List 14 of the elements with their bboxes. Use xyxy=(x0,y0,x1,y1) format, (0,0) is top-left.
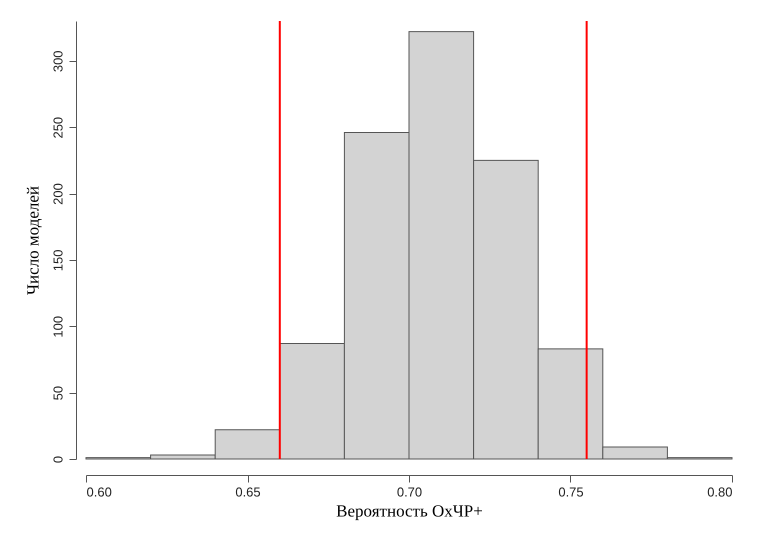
y-tick-label: 100 xyxy=(50,316,66,338)
x-tick-label: 0.80 xyxy=(707,484,732,500)
y-tick-label: 250 xyxy=(50,116,66,139)
x-axis-title: Вероятность ОхЧР+ xyxy=(336,502,483,520)
y-tick-label: 200 xyxy=(50,183,66,205)
x-tick-label: 0.60 xyxy=(86,484,112,500)
y-axis-title: Число моделей xyxy=(24,186,42,296)
x-tick-label: 0.75 xyxy=(558,484,584,500)
y-tick-label: 0 xyxy=(50,456,66,464)
y-tick-label: 150 xyxy=(50,250,66,272)
y-tick-label: 300 xyxy=(50,50,66,72)
y-tick-label: 50 xyxy=(50,386,66,400)
x-tick-label: 0.65 xyxy=(235,484,261,500)
x-tick-label: 0.70 xyxy=(396,484,422,500)
